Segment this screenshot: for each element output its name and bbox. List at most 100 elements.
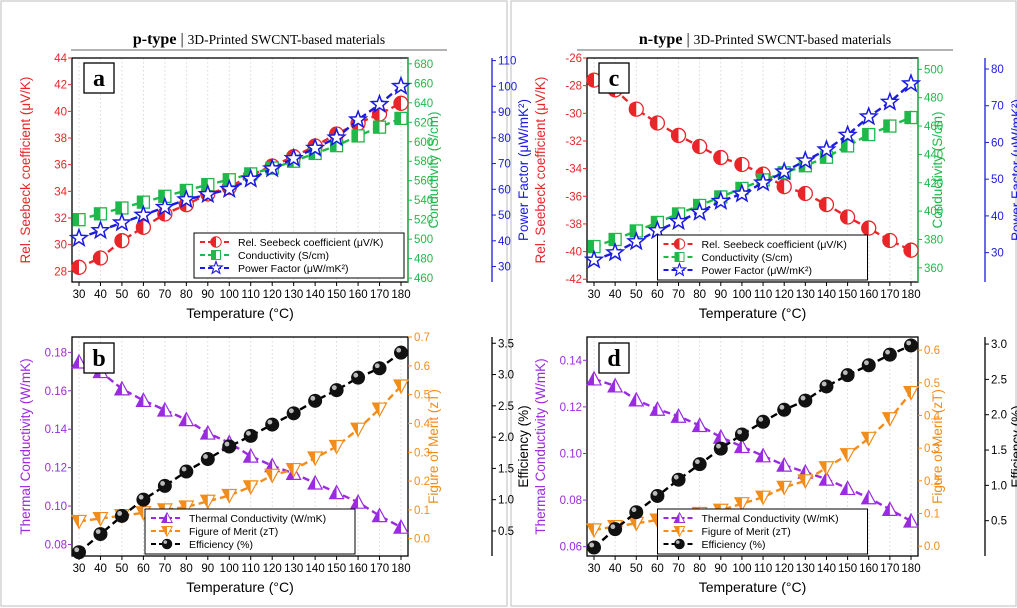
legend-label: Power Factor (μW/mK²) — [238, 263, 348, 275]
y-tick-label: 38 — [54, 133, 67, 145]
panel-label-box — [598, 342, 630, 374]
data-point — [285, 462, 302, 478]
data-point — [264, 468, 281, 484]
y-axis-label-2: Efficiency (%) — [516, 405, 531, 487]
x-tick-label: 80 — [180, 563, 193, 575]
marker-highlight — [163, 540, 168, 544]
y-tick-label: 100 — [498, 81, 517, 93]
x-tick-label: 80 — [180, 289, 193, 301]
marker-fill — [672, 207, 679, 220]
panel-label-text: a — [93, 66, 105, 92]
y-tick-label: 3.5 — [498, 338, 514, 350]
x-tick-label: 110 — [242, 563, 260, 575]
marker-fill — [136, 393, 144, 407]
y-axis-label-2: Power Factor (μW/mK²) — [1009, 99, 1017, 241]
x-tick-label: 130 — [284, 289, 303, 301]
x-axis-label: Temperature (°C) — [186, 579, 294, 595]
y-tick-label: 110 — [498, 56, 516, 68]
marker-fill — [904, 514, 911, 528]
y-tick-label: 2.5 — [991, 374, 1007, 386]
marker-star — [795, 150, 816, 170]
series-line — [593, 82, 912, 262]
data-point — [200, 452, 215, 467]
y-tick-label: 0.3 — [924, 443, 940, 455]
data-point — [394, 111, 408, 126]
y-tick-label: 3.0 — [991, 339, 1007, 351]
plot-frame — [586, 336, 919, 557]
marker-fill — [115, 201, 122, 214]
y-tick-label: 0.5 — [414, 390, 430, 402]
marker-fill — [734, 157, 742, 172]
marker-star — [689, 201, 710, 221]
marker-fill — [308, 452, 316, 466]
data-point — [307, 451, 324, 467]
data-point — [650, 488, 665, 503]
marker-highlight — [906, 340, 912, 346]
legend-marker — [673, 238, 686, 250]
x-tick-label: 160 — [859, 563, 878, 575]
x-tick-label: 120 — [263, 289, 282, 301]
y-tick-label: -30 — [565, 108, 582, 120]
panel-label-text: b — [92, 346, 105, 372]
marker-fill — [841, 139, 848, 152]
x-tick-label: 70 — [158, 289, 171, 301]
data-point — [135, 219, 152, 235]
marker-fill — [201, 178, 208, 191]
x-tick-label: 150 — [327, 563, 346, 575]
data-point — [242, 447, 259, 463]
x-tick-label: 130 — [284, 563, 303, 575]
marker-sphere — [308, 393, 323, 408]
marker-highlight — [652, 491, 658, 496]
marker-highlight — [246, 430, 251, 436]
data-point — [756, 414, 771, 429]
x-tick-label: 50 — [116, 563, 129, 575]
data-point — [670, 127, 687, 144]
y-tick-label: 600 — [414, 137, 433, 149]
x-tick-label: 30 — [588, 289, 601, 301]
data-point — [628, 391, 645, 407]
header-text: p-type | 3D-Printed SWCNT-based material… — [133, 31, 385, 48]
marker-highlight — [267, 419, 273, 425]
marker-fill — [395, 112, 401, 125]
y-axis-label-2: Efficiency (%) — [1009, 405, 1017, 487]
marker-fill — [840, 481, 848, 495]
data-point — [156, 401, 173, 417]
series-line — [593, 79, 912, 252]
y-tick-label: 440 — [924, 149, 943, 161]
data-point — [221, 488, 238, 504]
series-line — [78, 360, 402, 529]
marker-sphere — [265, 417, 280, 432]
marker-fill — [588, 240, 594, 253]
marker-sphere — [114, 508, 129, 523]
data-point — [265, 417, 280, 432]
legend-label: Figure of Merit (zT) — [702, 526, 791, 538]
data-point — [840, 368, 855, 383]
chart-panel-a: 30 40 50 60 70 80 90 100 110 120 130 140 150 160 170 18… — [18, 53, 531, 321]
x-tick-label: 150 — [327, 289, 346, 301]
data-point — [840, 139, 855, 153]
y-tick-label: 40 — [498, 236, 511, 248]
data-point — [178, 411, 195, 427]
x-tick-label: 80 — [693, 289, 706, 301]
data-point — [604, 241, 626, 262]
y-axis-label-1: Conductivity (S/cm) — [426, 111, 441, 228]
y-tick-label: 0.6 — [924, 345, 940, 357]
x-tick-label: 60 — [651, 563, 664, 575]
data-point — [734, 427, 749, 442]
data-point — [733, 497, 750, 512]
marker-fill — [692, 418, 700, 432]
data-point — [350, 422, 367, 438]
y-tick-label: 660 — [414, 78, 433, 90]
legend: Thermal Conductivity (W/mK)Figure of Mer… — [144, 508, 356, 555]
data-point — [795, 150, 816, 170]
x-tick-label: 180 — [391, 289, 410, 301]
data-point — [691, 417, 708, 433]
data-point — [70, 353, 88, 369]
data-point — [862, 127, 876, 142]
marker-fill — [905, 111, 911, 124]
legend-marker — [674, 538, 685, 550]
series-line — [593, 391, 912, 532]
data-point — [755, 490, 772, 506]
x-tick-label: 180 — [901, 289, 920, 301]
series-half-triangle-down — [70, 379, 410, 530]
